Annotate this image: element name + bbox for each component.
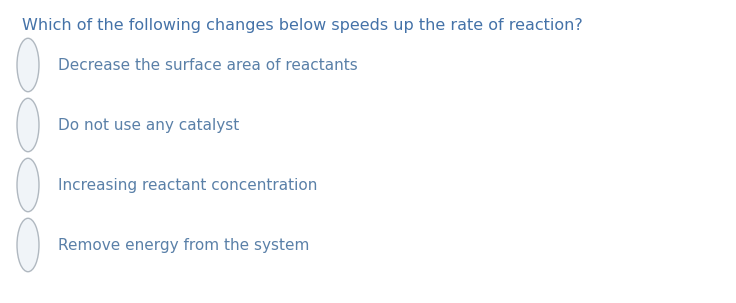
Ellipse shape [17,98,39,152]
Ellipse shape [17,158,39,212]
Text: Do not use any catalyst: Do not use any catalyst [58,118,239,132]
Ellipse shape [17,38,39,92]
Text: Which of the following changes below speeds up the rate of reaction?: Which of the following changes below spe… [22,18,583,33]
Text: Increasing reactant concentration: Increasing reactant concentration [58,178,317,192]
Text: Decrease the surface area of reactants: Decrease the surface area of reactants [58,58,358,72]
Ellipse shape [17,218,39,272]
Text: Remove energy from the system: Remove energy from the system [58,238,309,252]
